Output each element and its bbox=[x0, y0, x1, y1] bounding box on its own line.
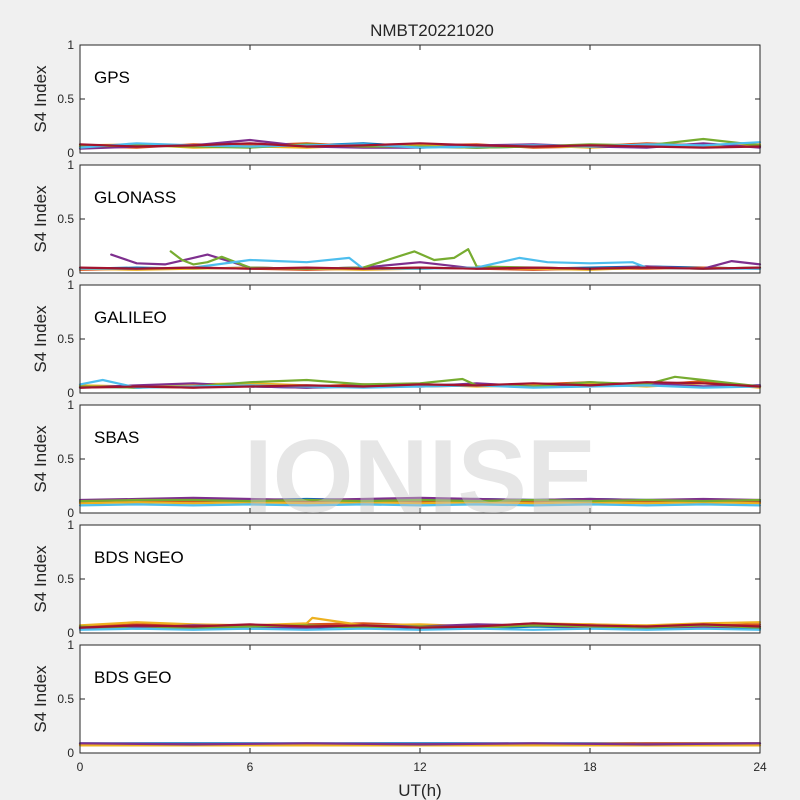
y-tick-label: 0.5 bbox=[57, 92, 74, 106]
y-tick-label: 0 bbox=[67, 626, 74, 640]
series-line-galileo-7 bbox=[78, 381, 762, 389]
y-tick-label: 0 bbox=[67, 746, 74, 760]
series-line-sbas-5 bbox=[78, 498, 762, 503]
panel-sbas: 0 0.5 1 S4 Index SBAS bbox=[31, 398, 762, 520]
panel-gps: 0 0.5 1 S4 Index GPS bbox=[31, 38, 762, 160]
panel-bds-geo: 0 0.5 1 0 6 12 18 24 S4 Index BDS GEO bbox=[31, 638, 767, 774]
panel-label-glonass: GLONASS bbox=[94, 188, 176, 207]
axes-background bbox=[80, 405, 760, 513]
y-tick-label: 1 bbox=[67, 518, 74, 532]
panel-label-bds-ngeo: BDS NGEO bbox=[94, 548, 184, 567]
y-tick-label: 0 bbox=[67, 146, 74, 160]
series-line-glonass-7 bbox=[78, 266, 762, 270]
y-axis-label: S4 Index bbox=[31, 425, 50, 493]
panel-label-bds-geo: BDS GEO bbox=[94, 668, 171, 687]
y-axis-label: S4 Index bbox=[31, 665, 50, 733]
figure-title: NMBT20221020 bbox=[370, 21, 494, 40]
y-tick-label: 0 bbox=[67, 266, 74, 280]
series-line-bds-geo-4 bbox=[78, 742, 762, 746]
y-tick-label: 0.5 bbox=[57, 572, 74, 586]
axes-background bbox=[80, 525, 760, 633]
x-tick-label: 12 bbox=[413, 760, 427, 774]
panel-label-galileo: GALILEO bbox=[94, 308, 167, 327]
series-line-bds-ngeo-7 bbox=[78, 622, 762, 629]
y-tick-label: 0.5 bbox=[57, 452, 74, 466]
y-tick-label: 0.5 bbox=[57, 692, 74, 706]
y-tick-label: 1 bbox=[67, 638, 74, 652]
axes-background bbox=[80, 165, 760, 273]
y-tick-label: 0.5 bbox=[57, 212, 74, 226]
y-tick-label: 0 bbox=[67, 506, 74, 520]
panel-bds-ngeo: 0 0.5 1 S4 Index BDS NGEO bbox=[31, 518, 762, 640]
y-tick-label: 0.5 bbox=[57, 332, 74, 346]
axes-background bbox=[80, 645, 760, 753]
y-axis-label: S4 Index bbox=[31, 545, 50, 613]
axes-background bbox=[80, 285, 760, 393]
y-tick-label: 1 bbox=[67, 158, 74, 172]
y-axis-label: S4 Index bbox=[31, 65, 50, 133]
series-line-sbas-3 bbox=[78, 501, 762, 505]
x-tick-label: 18 bbox=[583, 760, 597, 774]
y-axis-label: S4 Index bbox=[31, 185, 50, 253]
x-tick-label: 6 bbox=[247, 760, 254, 774]
subplot-stack: 0 0.5 1 S4 Index GPS 0 0.5 1 S4 Index GLONASS 0 0.5… bbox=[31, 38, 767, 774]
panel-galileo: 0 0.5 1 S4 Index GALILEO bbox=[31, 278, 762, 400]
panel-label-sbas: SBAS bbox=[94, 428, 139, 447]
x-tick-label: 0 bbox=[77, 760, 84, 774]
x-axis-label: UT(h) bbox=[398, 781, 441, 800]
y-tick-label: 0 bbox=[67, 386, 74, 400]
series-line-gps-7 bbox=[78, 142, 762, 149]
y-tick-label: 1 bbox=[67, 398, 74, 412]
x-tick-label: 24 bbox=[753, 760, 767, 774]
panel-label-gps: GPS bbox=[94, 68, 130, 87]
panel-glonass: 0 0.5 1 S4 Index GLONASS bbox=[31, 158, 762, 280]
y-tick-label: 1 bbox=[67, 38, 74, 52]
y-axis-label: S4 Index bbox=[31, 305, 50, 373]
series-line-sbas-6 bbox=[78, 503, 762, 507]
axes-background bbox=[80, 45, 760, 153]
y-tick-label: 1 bbox=[67, 278, 74, 292]
